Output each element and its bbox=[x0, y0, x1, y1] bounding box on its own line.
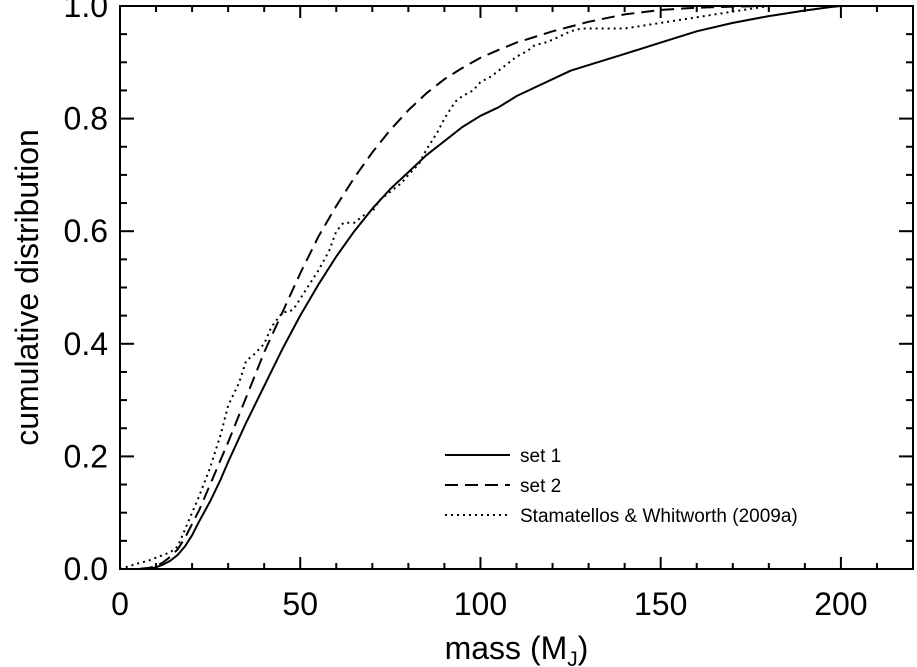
x-tick-label: 150 bbox=[634, 586, 687, 622]
legend-label-1: set 1 bbox=[520, 446, 561, 467]
y-tick-label: 0.4 bbox=[64, 326, 108, 362]
y-tick-label: 0.0 bbox=[64, 551, 108, 587]
x-axis-label: mass (MJ) bbox=[445, 630, 589, 667]
y-tick-label: 0.6 bbox=[64, 213, 108, 249]
plot-frame bbox=[119, 5, 914, 570]
y-tick-label: 1.0 bbox=[64, 0, 108, 24]
y-tick-label: 0.8 bbox=[64, 101, 108, 137]
labels-layer: 0 50 100 150 200 0.0 0.2 0.4 0.6 0.8 1.0 mass (MJ) c… bbox=[9, 0, 868, 667]
legend-label-2: set 2 bbox=[520, 476, 561, 497]
series-line-2 bbox=[120, 5, 769, 570]
y-axis-label: cumulative distribution bbox=[9, 129, 45, 446]
y-tick-label: 0.2 bbox=[64, 438, 108, 474]
ticks-layer bbox=[119, 5, 914, 570]
series-line-1 bbox=[120, 5, 842, 570]
x-tick-label: 50 bbox=[282, 586, 318, 622]
x-tick-label: 100 bbox=[454, 586, 507, 622]
series-layer bbox=[119, 5, 842, 570]
legend: set 1 set 2 Stamatellos & Whitworth (2009a… bbox=[445, 446, 798, 527]
x-tick-label: 0 bbox=[111, 586, 129, 622]
x-tick-label: 200 bbox=[814, 586, 867, 622]
legend-label-3: Stamatellos & Whitworth (2009a) bbox=[520, 506, 798, 527]
